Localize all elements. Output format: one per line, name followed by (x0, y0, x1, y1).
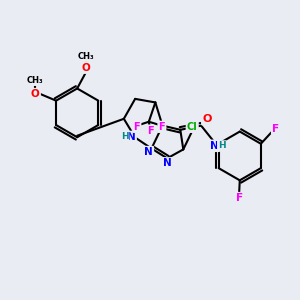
Text: O: O (31, 89, 40, 99)
Text: CH₃: CH₃ (27, 76, 44, 85)
Text: N: N (127, 132, 136, 142)
Text: F: F (272, 124, 279, 134)
Text: F: F (134, 122, 140, 132)
Text: N: N (144, 147, 153, 157)
Text: O: O (81, 63, 90, 73)
Text: F: F (236, 193, 243, 203)
Text: H: H (218, 141, 226, 150)
Text: N: N (210, 141, 219, 151)
Text: Cl: Cl (187, 122, 198, 132)
Text: N: N (163, 158, 172, 168)
Text: F: F (159, 122, 165, 132)
Text: O: O (202, 114, 212, 124)
Text: CH₃: CH₃ (77, 52, 94, 61)
Text: H: H (121, 132, 128, 141)
Text: F: F (147, 126, 153, 136)
